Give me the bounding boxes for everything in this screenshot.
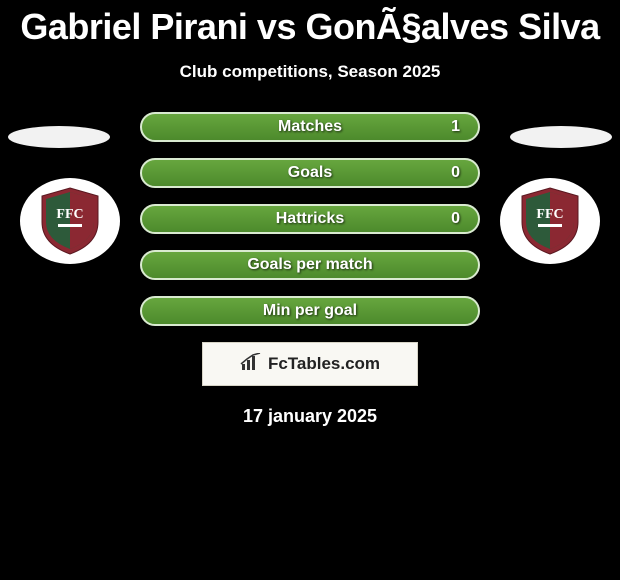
brand-box[interactable]: FcTables.com: [202, 342, 418, 386]
chart-icon: [240, 353, 262, 376]
stat-value-right: 0: [451, 164, 460, 182]
stat-row-min-per-goal: Min per goal: [140, 296, 480, 326]
stat-label: Goals: [288, 164, 332, 182]
stat-value-right: 1: [451, 118, 460, 136]
stat-label: Min per goal: [263, 302, 357, 320]
stat-row-hattricks: Hattricks 0: [140, 204, 480, 234]
stat-label: Goals per match: [247, 256, 372, 274]
stat-label: Hattricks: [276, 210, 344, 228]
stat-row-matches: Matches 1: [140, 112, 480, 142]
stat-value-right: 0: [451, 210, 460, 228]
stat-row-goals: Goals 0: [140, 158, 480, 188]
brand-text: FcTables.com: [268, 354, 380, 374]
stat-label: Matches: [278, 118, 342, 136]
stat-row-goals-per-match: Goals per match: [140, 250, 480, 280]
date-label: 17 january 2025: [0, 406, 620, 427]
stats-container: Matches 1 Goals 0 Hattricks 0 Goals per …: [0, 112, 620, 326]
page-subtitle: Club competitions, Season 2025: [0, 62, 620, 82]
page-title: Gabriel Pirani vs GonÃ§alves Silva: [0, 0, 620, 48]
